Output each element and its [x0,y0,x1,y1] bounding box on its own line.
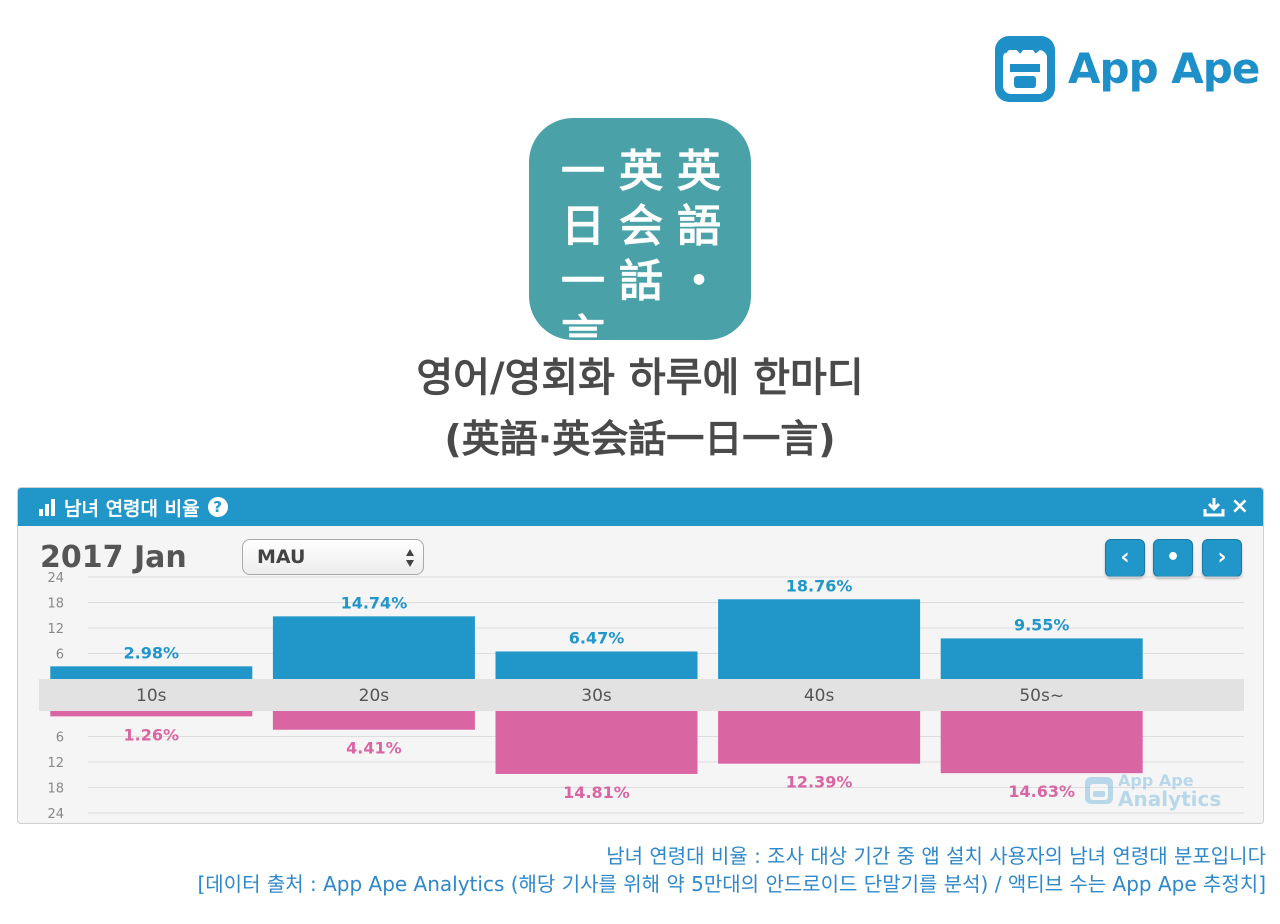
data-label-lower: 14.63% [1008,782,1075,801]
category-label: 40s [804,686,835,706]
widget-title: 남녀 연령대 비율 [64,497,200,520]
brand-logo: App Ape [992,30,1260,106]
app-icon-char: 一 [561,256,605,307]
footer-line-2: [데이터 출처 : App Ape Analytics (해당 기사를 위해 약… [197,872,1266,896]
data-label-lower: 12.39% [786,773,853,792]
metric-select[interactable]: MAU [242,539,424,575]
app-title: 영어/영회화 하루에 한마디 [416,355,864,401]
app-icon-char: 英 [677,146,721,197]
y-tick-label: 6 [56,731,64,746]
app-icon: 一 日 一 言 英 会 話 英 語 ・ [529,118,751,362]
download-icon[interactable] [1203,497,1225,517]
close-icon[interactable]: × [1230,494,1249,519]
category-label: 20s [359,686,390,706]
bar-upper [495,651,698,679]
metric-select-value: MAU [257,546,306,568]
current-period-button[interactable]: • [1153,539,1193,577]
app-icon-column-1: 一 日 一 言 [555,144,611,364]
y-tick-label: 6 [56,648,64,663]
y-tick-label: 18 [47,597,64,612]
data-label-upper: 2.98% [124,643,180,662]
app-icon-char: ・ [677,256,721,307]
bar-lower [50,711,253,717]
footer-note: 남녀 연령대 비율 : 조사 대상 기간 중 앱 설치 사용자의 남녀 연령대 … [197,842,1266,898]
app-icon-char: 語 [677,201,721,252]
app-icon-column-3: 英 語 ・ [671,144,727,309]
bar-upper [940,638,1143,679]
next-period-button[interactable]: › [1202,539,1242,577]
brand-name: App Ape [1068,43,1260,93]
watermark-line-1: App Ape [1118,771,1194,790]
app-icon-char: 言 [561,311,605,362]
period-label: 2017 Jan [40,540,187,575]
y-tick-label: 18 [47,782,64,797]
data-label-lower: 4.41% [346,739,402,758]
bar-lower [718,711,921,764]
gender-age-widget: 남녀 연령대 비율 ? × 2017 Jan MAU ‹ • › 6 6 12 12 1… [17,487,1264,824]
app-subtitle: (英語·英会話一日一言) [444,417,836,461]
data-label-lower: 14.81% [563,783,630,802]
bar-chart-icon [39,499,55,516]
widget-header: 남녀 연령대 비율 ? × [18,488,1263,526]
app-icon-char: 話 [619,256,663,307]
gender-age-chart: 6 6 12 12 18 18 24 24 2.98% 1.26% 10s 14.74% 4.41% 20… [39,571,1244,822]
app-icon-char: 会 [619,201,663,252]
footer-line-1: 남녀 연령대 비율 : 조사 대상 기간 중 앱 설치 사용자의 남녀 연령대 … [606,844,1266,868]
app-icon-char: 一 [561,146,605,197]
data-label-upper: 6.47% [569,629,625,648]
category-band [39,679,1244,711]
analytics-watermark: App Ape Analytics [1084,771,1222,811]
category-label: 50s~ [1019,686,1064,706]
bar-lower [495,711,698,774]
data-label-upper: 14.74% [341,593,408,612]
watermark-line-2: Analytics [1118,787,1222,811]
bar-upper [718,599,921,679]
category-label: 30s [581,686,612,706]
bar-lower [940,711,1143,774]
ape-face-icon [1085,777,1113,804]
y-tick-label: 24 [47,571,64,586]
data-label-upper: 18.76% [786,576,853,595]
app-icon-char: 日 [561,201,605,252]
select-arrows-icon [406,549,414,567]
bar-upper [272,616,475,679]
y-tick-label: 12 [47,622,64,637]
data-label-upper: 9.55% [1014,615,1070,634]
y-tick-label: 12 [47,756,64,771]
help-icon[interactable]: ? [207,497,228,517]
y-tick-label: 24 [47,807,64,822]
watermark-text: App Ape Analytics [1118,771,1222,811]
app-icon-char: 英 [619,146,663,197]
bar-upper [50,666,253,679]
bar-lower [272,711,475,730]
ape-face-icon [995,35,1055,102]
category-label: 10s [136,686,167,706]
app-icon-column-2: 英 会 話 [613,144,669,309]
data-label-lower: 1.26% [124,725,180,744]
